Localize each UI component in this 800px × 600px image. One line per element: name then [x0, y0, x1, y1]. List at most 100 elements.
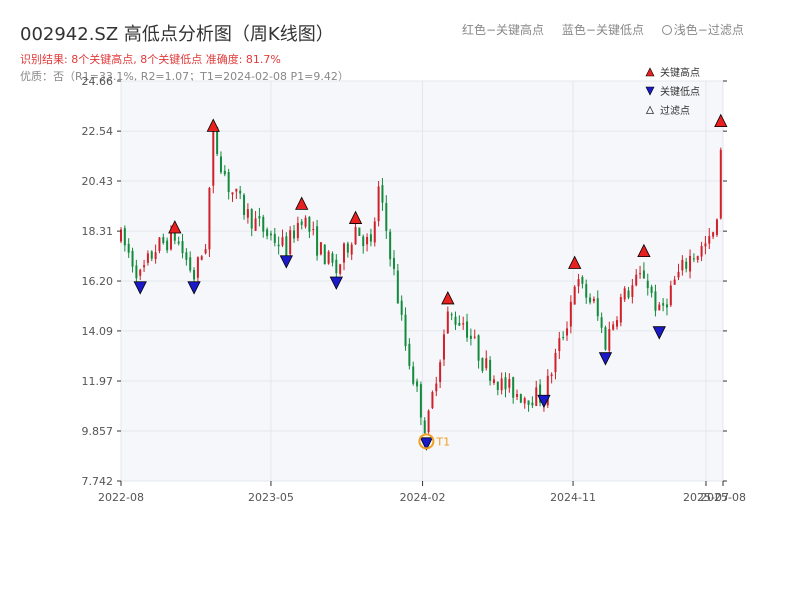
candle-body [627, 290, 630, 298]
candle-body [646, 280, 649, 289]
y-tick-label: 14.09 [82, 325, 114, 338]
candle-body [462, 323, 465, 325]
legend-label: 关键高点 [660, 66, 700, 79]
pivot-markers: T1 [133, 113, 728, 451]
candle-body [373, 221, 376, 243]
y-tick-label: 18.31 [82, 225, 114, 238]
candle-body [708, 236, 711, 244]
candle-body [358, 227, 361, 236]
candle-body [392, 258, 395, 269]
candle-body [169, 229, 172, 250]
candle-body [685, 261, 688, 269]
key-low-marker [419, 437, 434, 451]
candle-body [189, 257, 192, 271]
key-high-marker [637, 243, 651, 258]
candle-body [139, 269, 142, 276]
candle-body [196, 257, 199, 278]
candle-body [569, 301, 572, 327]
key-high-marker [295, 196, 309, 210]
y-tick-label: 20.43 [82, 175, 114, 188]
candle-body [704, 243, 707, 247]
candle-body [246, 209, 249, 218]
candle-body [489, 360, 492, 381]
candle-body [531, 402, 534, 406]
candle-body [589, 297, 592, 303]
candle-body [442, 334, 445, 360]
legend-blue-label: 蓝色−关键低点 [561, 23, 644, 37]
candle-body [585, 284, 588, 298]
candle-body [300, 221, 303, 225]
candle-body [692, 258, 695, 260]
candle-body [327, 251, 330, 264]
candle-body [231, 192, 234, 195]
key-high-marker [168, 220, 182, 234]
candle-body [427, 410, 430, 433]
color-legend: 红色−关键高点 蓝色−关键低点 浅色−过滤点 [462, 21, 758, 38]
candle-body [562, 337, 565, 339]
candle-body [120, 229, 122, 242]
legend-label: 过滤点 [660, 104, 690, 117]
candle-body [293, 230, 296, 239]
legend-high-icon [645, 67, 655, 77]
t1-circle [418, 433, 435, 450]
candle-body [608, 329, 611, 351]
candle-body [281, 237, 284, 246]
candle-body [558, 338, 561, 352]
candle-body [346, 243, 349, 253]
candle-body [631, 285, 634, 297]
candle-body [496, 381, 499, 391]
candle-body [273, 233, 276, 243]
candle-body [715, 219, 718, 235]
candle-body [227, 172, 230, 193]
candle-body [508, 379, 511, 388]
candle-body [381, 185, 384, 203]
y-tick-label: 7.742 [82, 475, 114, 488]
candle-body [162, 237, 165, 244]
candle-body [473, 336, 476, 338]
legend-red-label: 红色−关键高点 [462, 23, 545, 37]
candle-body [669, 285, 672, 306]
candle-body [212, 128, 215, 186]
candle-body [331, 253, 334, 263]
key-low-marker [598, 352, 613, 366]
legend-low-icon [645, 86, 655, 96]
candle-body [477, 335, 480, 361]
candle-body [677, 271, 680, 278]
quality-note: 优质：否（R1=33.1%, R2=1.07；T1=2024-02-08 P1=… [20, 70, 349, 83]
candle-body [500, 378, 503, 391]
candle-body [577, 279, 580, 287]
candle-body [566, 328, 569, 336]
candle-body [135, 265, 138, 279]
candle-body [642, 270, 645, 279]
x-tick-label: 2023-05 [248, 491, 294, 504]
candle-body [527, 400, 530, 405]
candle-body [450, 314, 453, 316]
candle-body [258, 216, 261, 219]
candle-body [696, 256, 699, 260]
candle-body [150, 251, 153, 259]
candle-body [458, 322, 461, 326]
candle-body [435, 383, 438, 392]
candle-body [469, 335, 472, 339]
page-title: 002942.SZ 高低点分析图（周K线图） [20, 24, 334, 45]
candle-body [454, 316, 457, 325]
candle-body [412, 366, 415, 384]
key-low-marker [652, 326, 666, 340]
candle-body [550, 374, 553, 377]
candle-body [204, 249, 207, 254]
legend-label: 关键低点 [660, 85, 700, 98]
axes: 24.66 22.54 20.43 18.31 16.20 14.09 11.97 9.857… [82, 75, 746, 504]
candle-body [243, 194, 246, 216]
candle-body [423, 420, 426, 434]
candle-body [385, 203, 388, 231]
candle-body [581, 276, 584, 284]
candle-body [681, 259, 684, 271]
key-high-marker [441, 291, 455, 305]
candle-body [673, 279, 676, 285]
key-high-marker [348, 210, 363, 224]
candle-body [466, 321, 469, 338]
x-tick-label: 2025-07 [683, 491, 729, 504]
candle-body [200, 256, 203, 260]
candle-body [377, 186, 380, 222]
candle-body [404, 314, 407, 347]
